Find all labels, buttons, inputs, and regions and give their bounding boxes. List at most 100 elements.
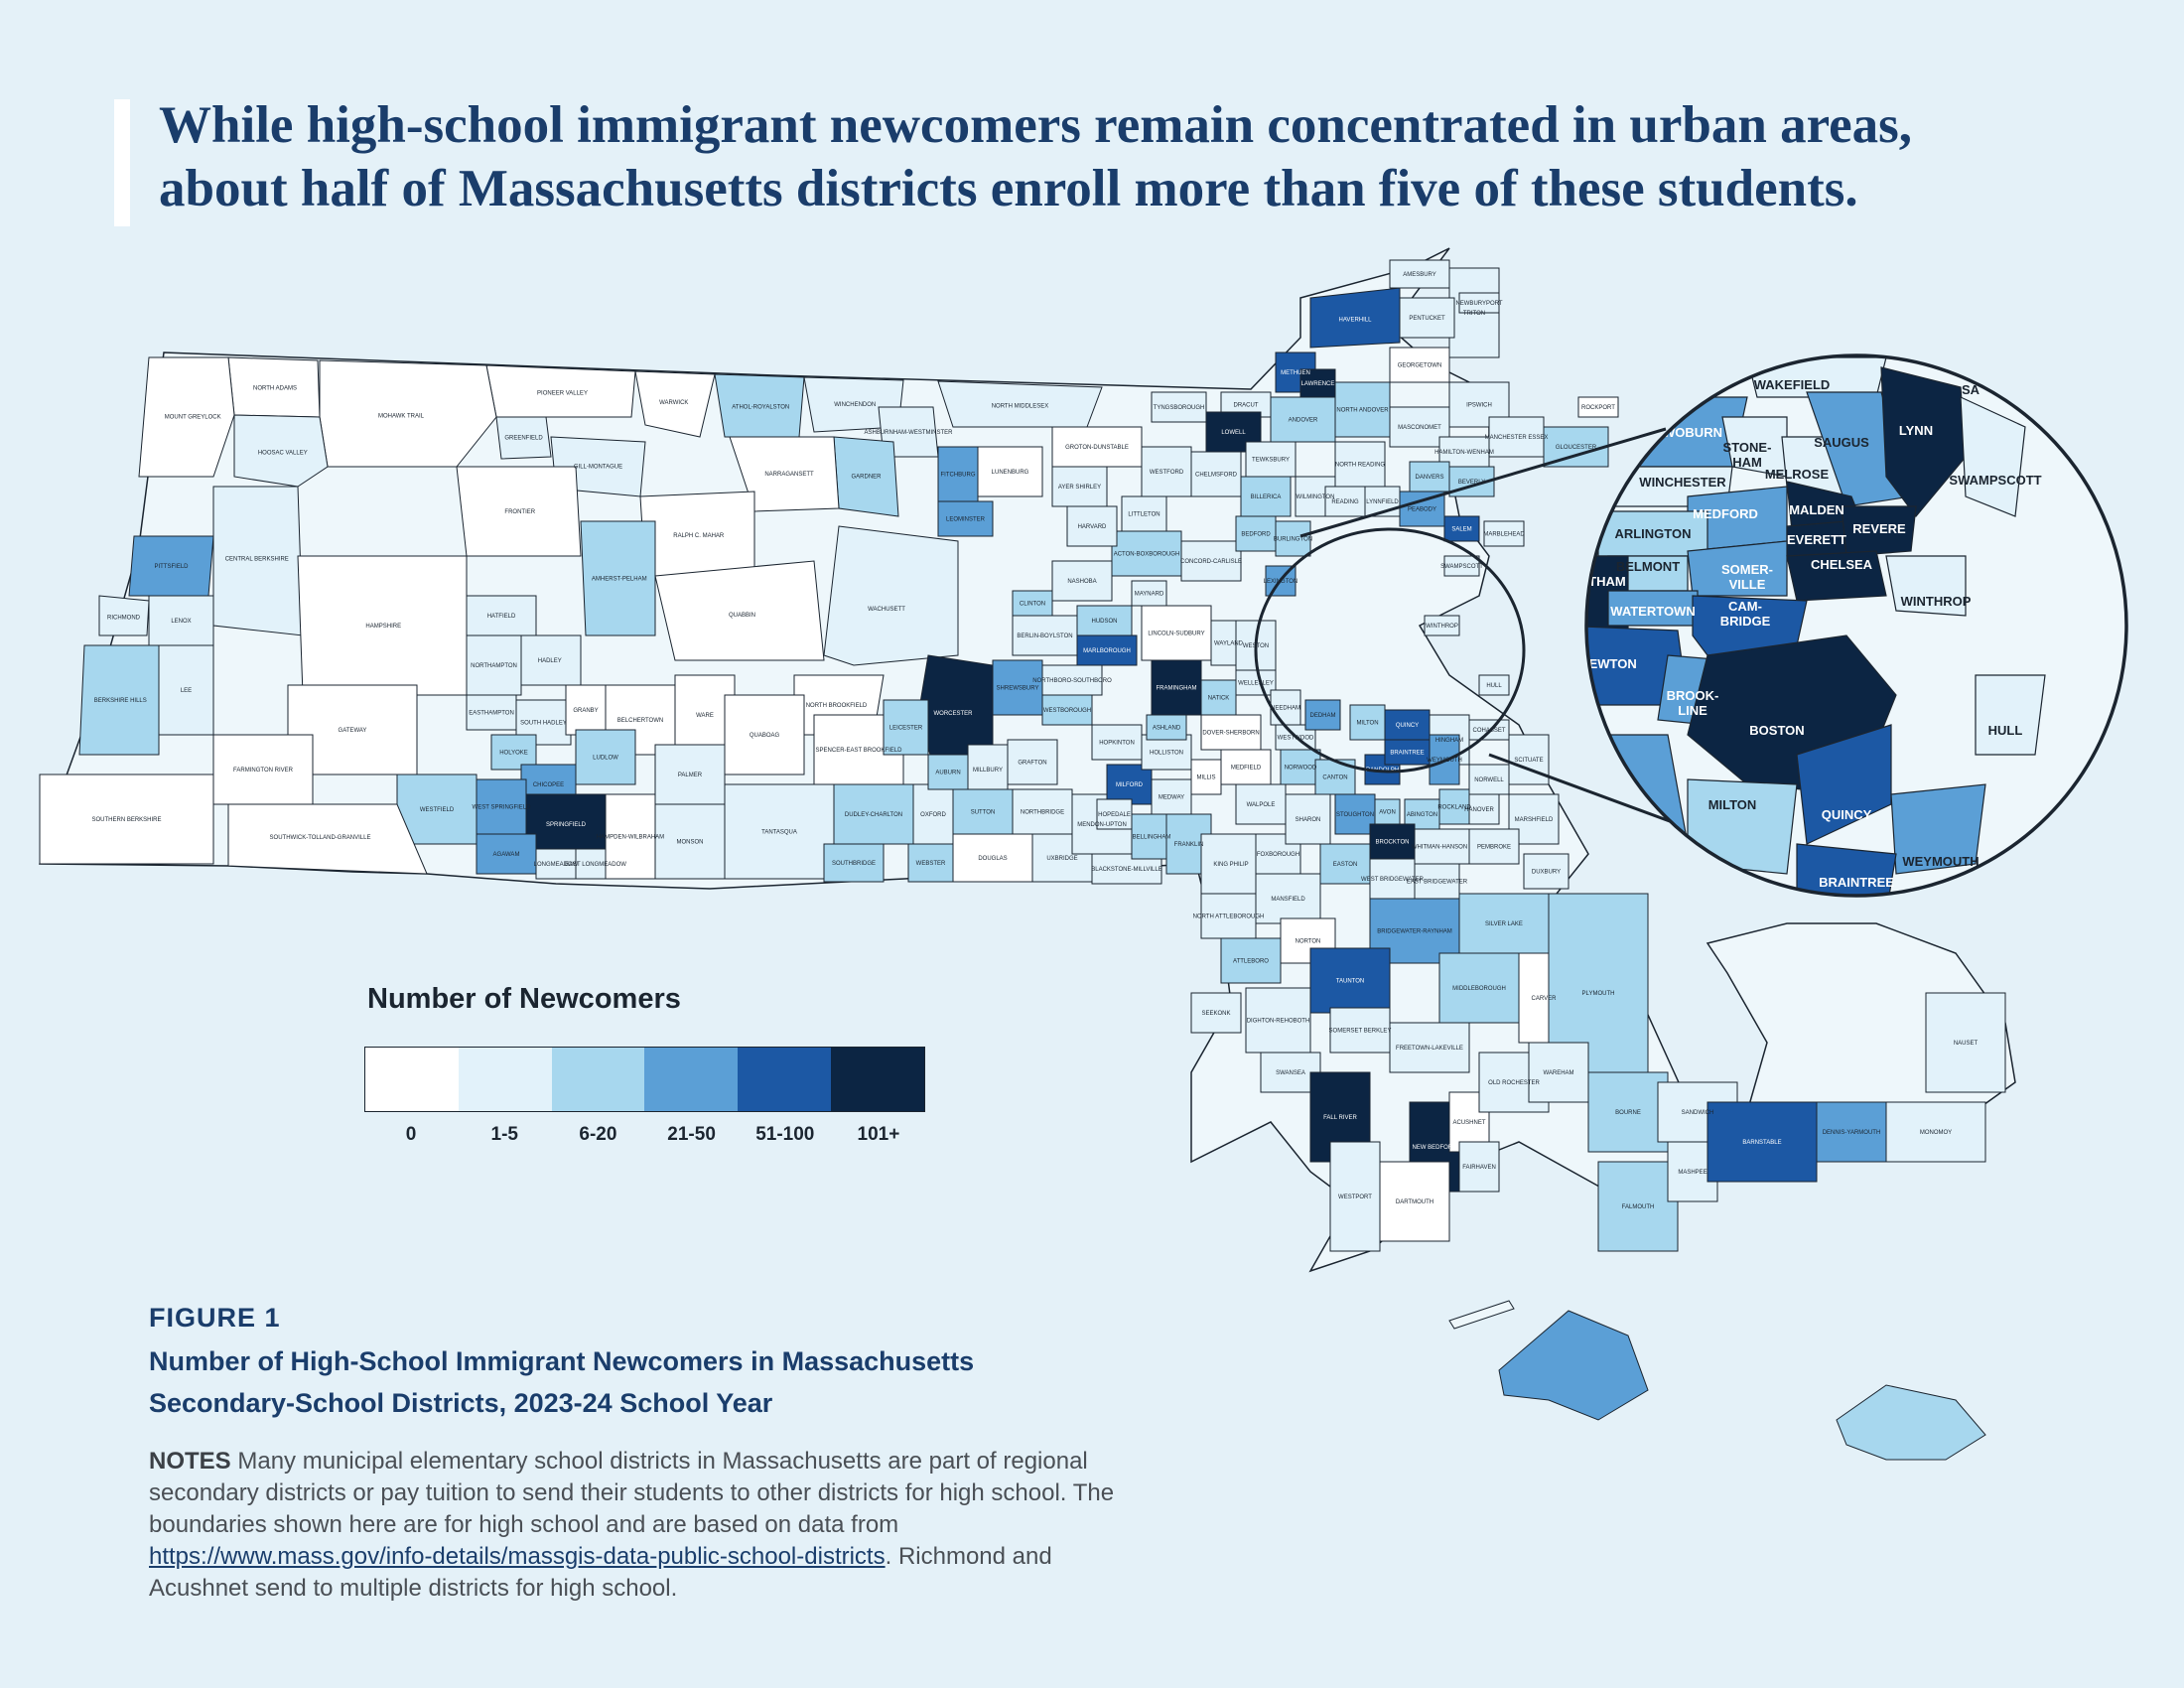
inset-label-am: AM (1583, 751, 1603, 766)
inset-district-somerville (1687, 540, 1788, 597)
district-label-dartmouth: DARTMOUTH (1396, 1199, 1433, 1205)
district-narragansett (729, 436, 840, 512)
district-label-leicester: LEICESTER (889, 726, 923, 732)
figure-title-line-2: Secondary-School Districts, 2023-24 Scho… (149, 1388, 773, 1418)
district-label-gill-montague: GILL-MONTAGUE (574, 464, 622, 470)
headline-line-2: about half of Massachusetts districts en… (159, 160, 1858, 217)
district-label-west-bridgewater: WEST BRIDGEWATER (1361, 877, 1425, 883)
district-label-central-berkshire: CENTRAL BERKSHIRE (225, 557, 289, 563)
district-label-duxbury: DUXBURY (1532, 870, 1561, 876)
district-label-east-bridgewater: EAST BRIDGEWATER (1407, 880, 1468, 886)
figure-label: FIGURE 1 (149, 1303, 281, 1333)
legend-swatch-1 (458, 1048, 552, 1111)
district-label-tyngsborough: TYNGSBOROUGH (1154, 405, 1205, 411)
district-label-medway: MEDWAY (1159, 795, 1184, 801)
inset-connector-top (1299, 427, 1667, 538)
district-label-marblehead: MARBLEHEAD (1483, 532, 1525, 538)
district-label-falmouth: FALMOUTH (1622, 1204, 1655, 1210)
inset-label-revere: REVERE (1852, 521, 1906, 536)
district-label-easton: EASTON (1333, 862, 1358, 868)
district-label-natick: NATICK (1208, 696, 1230, 702)
inset-district-chelsea (1786, 550, 1887, 602)
district-label-hull: HULL (1486, 683, 1502, 689)
district-hoosac-valley (233, 414, 329, 488)
notes-label: NOTES (149, 1448, 231, 1475)
district-falmouth (1597, 1161, 1679, 1252)
district-label-oxford: OXFORD (920, 812, 946, 818)
inset-label-somerville: SOMER-VILLE (1721, 562, 1773, 592)
district-greenfield (495, 416, 552, 460)
notes-link[interactable]: https://www.mass.gov/info-details/massgi… (149, 1543, 886, 1570)
inset-district-quincy (1796, 724, 1892, 845)
district-label-holliston: HOLLISTON (1150, 751, 1183, 757)
inset-label-everett: EVERETT (1787, 532, 1846, 547)
district-hopkinton (1091, 724, 1143, 761)
district-monomoy (1885, 1101, 1986, 1163)
district-label-littleton: LITTLETON (1128, 512, 1160, 518)
inset-label-chelsea: CHELSEA (1811, 557, 1873, 572)
district-label-ralph-c-mahar: RALPH C. MAHAR (673, 533, 725, 539)
district-label-mohawk-trail: MOHAWK TRAIL (378, 414, 425, 420)
district-southbridge (823, 843, 885, 883)
district-label-hopkinton: HOPKINTON (1099, 741, 1135, 747)
district-barnstable (1706, 1101, 1818, 1183)
inset-label-woburn: WOBURN (1663, 425, 1722, 440)
district-label-braintree: BRAINTREE (1390, 751, 1424, 757)
district-label-westfield: WESTFIELD (420, 807, 455, 813)
district-label-belchertown: BELCHERTOWN (617, 718, 663, 724)
district-label-barnstable: BARNSTABLE (1742, 1140, 1781, 1146)
legend-label-4: 51-100 (755, 1124, 815, 1145)
legend-swatch-2 (551, 1048, 645, 1111)
district-label-west-springfield: WEST SPRINGFIELD (473, 805, 532, 811)
district-label-lowell: LOWELL (1221, 430, 1246, 436)
district-richmond (98, 595, 150, 636)
district-label-dracut: DRACUT (1234, 403, 1259, 409)
district-westborough (1041, 694, 1093, 726)
district-label-farmington-river: FARMINGTON RIVER (233, 768, 294, 774)
district-natick (1200, 679, 1237, 716)
district-label-maynard: MAYNARD (1135, 592, 1164, 598)
legend-swatch-4 (738, 1048, 832, 1111)
district-label-east-longmeadow: EAST LONGMEADOW (565, 862, 626, 868)
elizabeth-islands (1448, 1300, 1515, 1330)
district-ashland (1146, 714, 1187, 741)
district-label-winthrop: WINTHROP (1426, 624, 1458, 630)
notes-text-end: . Richmond and Acushnet send to multiple… (149, 1543, 1052, 1602)
marthas-vineyard-island (1498, 1310, 1649, 1421)
district-label-auburn: AUBURN (935, 771, 960, 776)
district-label-acushnet: ACUSHNET (1452, 1120, 1485, 1126)
district-label-mendon-upton: MENDON-UPTON (1077, 822, 1127, 828)
legend-label-5: 101+ (857, 1124, 900, 1145)
inset-label-cambridge: CAM-BRIDGE (1720, 599, 1771, 629)
district-label-holyoke: HOLYOKE (499, 751, 528, 757)
district-label-grafton: GRAFTON (1018, 761, 1046, 767)
inset-district-lynn (1880, 366, 1967, 517)
district-hull (1478, 674, 1510, 696)
district-label-scituate: SCITUATE (1514, 758, 1543, 764)
district-label-longmeadow: LONGMEADOW (534, 862, 579, 868)
inset-label-malden: MALDEN (1789, 502, 1844, 517)
district-label-dedham: DEDHAM (1309, 713, 1335, 719)
headline-line-1: While high-school immigrant newcomers re… (159, 96, 1913, 154)
boston-area-highlight (1254, 527, 1526, 774)
district-label-marshfield: MARSHFIELD (1515, 817, 1554, 823)
district-label-webster: WEBSTER (916, 861, 946, 867)
district-label-gloucester: GLOUCESTER (1556, 445, 1597, 451)
district-label-pembroke: PEMBROKE (1477, 845, 1511, 851)
district-label-swansea: SWANSEA (1276, 1070, 1305, 1076)
inset-district-hull (1975, 674, 2046, 756)
district-label-king-philip: KING PHILIP (1213, 862, 1248, 868)
district-label-hanover: HANOVER (1464, 807, 1494, 813)
district-label-freetown-lakeville: FREETOWN-LAKEVILLE (1396, 1046, 1463, 1052)
legend-swatch-5 (831, 1048, 924, 1111)
district-south-hadley (515, 699, 572, 746)
district-label-dover-sherborn: DOVER-SHERBORN (1202, 731, 1259, 737)
district-label-beverly: BEVERLY (1458, 480, 1485, 486)
district-label-whitman-hanson: WHITMAN-HANSON (1412, 845, 1467, 851)
district-label-georgetown: GEORGETOWN (1398, 363, 1442, 369)
legend-swatch-3 (644, 1048, 739, 1111)
district-label-winchendon: WINCHENDON (834, 402, 876, 408)
district-label-southwick-tolland-granville: SOUTHWICK-TOLLAND-GRANVILLE (270, 835, 371, 841)
